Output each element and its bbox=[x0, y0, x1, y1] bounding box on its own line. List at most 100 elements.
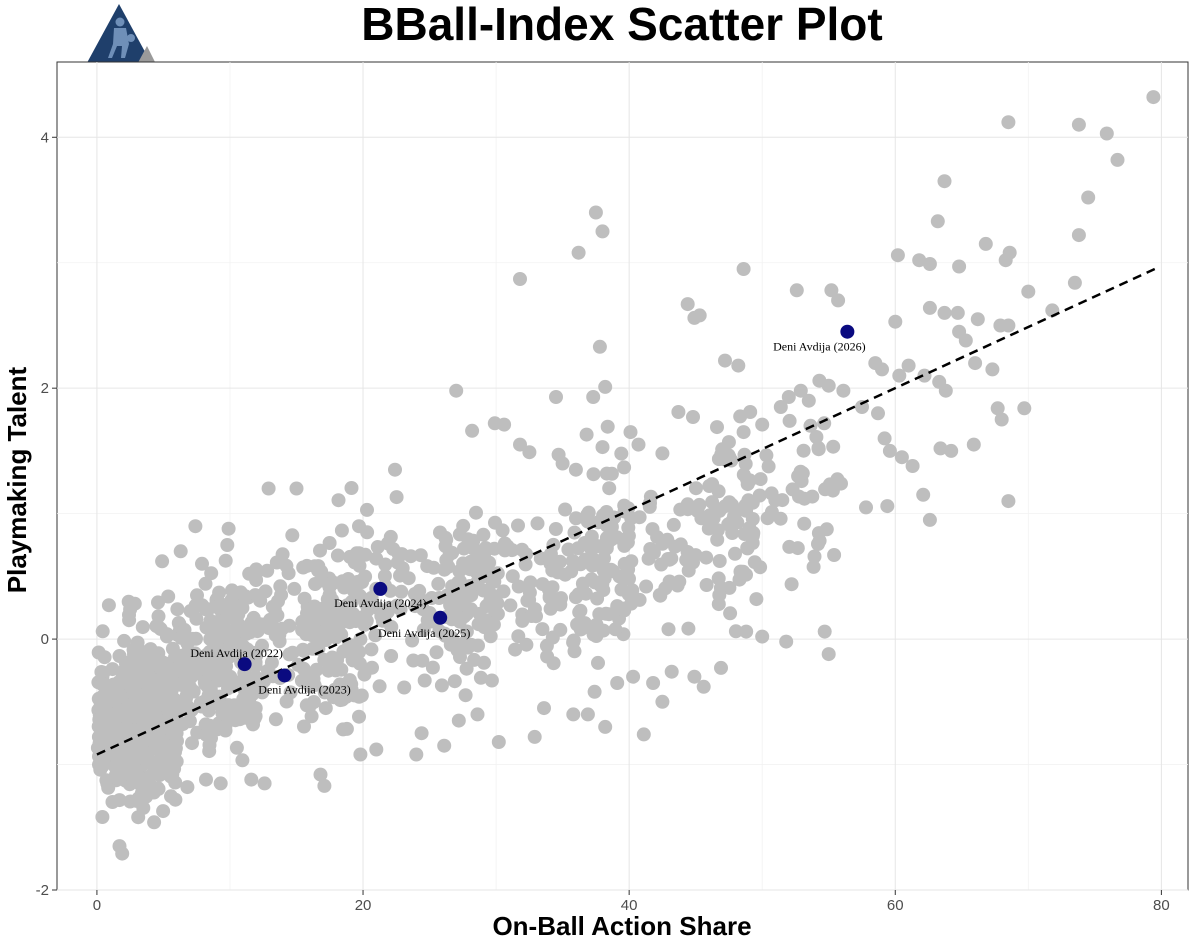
data-point bbox=[195, 556, 209, 571]
data-point bbox=[546, 656, 561, 671]
data-point bbox=[429, 645, 444, 660]
data-point bbox=[654, 557, 669, 572]
data-point bbox=[646, 676, 661, 690]
data-point bbox=[592, 339, 607, 354]
data-point bbox=[220, 538, 235, 552]
data-point bbox=[643, 496, 657, 510]
data-point bbox=[796, 443, 811, 458]
data-point bbox=[377, 569, 392, 583]
data-point bbox=[877, 431, 892, 446]
data-point bbox=[623, 425, 638, 440]
data-point bbox=[511, 518, 525, 533]
data-point bbox=[151, 595, 165, 610]
data-point bbox=[297, 719, 311, 734]
data-point bbox=[139, 686, 154, 701]
data-point bbox=[336, 722, 351, 737]
data-point bbox=[159, 627, 174, 642]
data-point bbox=[614, 582, 629, 597]
data-point bbox=[182, 714, 197, 729]
data-point bbox=[244, 772, 259, 787]
data-point bbox=[425, 660, 440, 675]
data-point bbox=[431, 576, 446, 591]
data-point bbox=[661, 622, 676, 637]
data-point bbox=[736, 262, 751, 276]
chart-title: BBall-Index Scatter Plot bbox=[361, 0, 882, 50]
y-axis-ticks: -2 0 2 4 bbox=[36, 129, 57, 899]
data-point bbox=[171, 650, 186, 665]
data-point bbox=[653, 588, 668, 603]
data-point bbox=[221, 631, 236, 646]
data-point bbox=[968, 356, 983, 371]
data-point bbox=[213, 776, 228, 791]
data-point bbox=[170, 602, 185, 617]
data-point bbox=[469, 505, 483, 520]
data-point bbox=[250, 624, 265, 639]
data-point bbox=[728, 546, 742, 561]
data-point bbox=[491, 735, 506, 749]
data-point bbox=[1001, 115, 1016, 130]
data-point bbox=[917, 368, 932, 383]
data-point bbox=[938, 383, 953, 398]
data-point bbox=[558, 567, 573, 582]
data-point bbox=[469, 557, 483, 572]
x-tick-label: 20 bbox=[355, 897, 372, 914]
data-point bbox=[809, 430, 824, 444]
data-point bbox=[666, 517, 681, 532]
data-point bbox=[807, 549, 822, 564]
data-point bbox=[1110, 152, 1125, 167]
data-point bbox=[617, 538, 632, 553]
data-point bbox=[440, 589, 455, 604]
data-point bbox=[311, 559, 326, 574]
data-point bbox=[749, 592, 764, 607]
data-point bbox=[378, 557, 393, 572]
data-point bbox=[384, 649, 399, 663]
data-point bbox=[518, 557, 533, 572]
data-point bbox=[998, 253, 1013, 268]
data-point bbox=[522, 445, 537, 460]
data-point bbox=[114, 743, 129, 758]
data-points bbox=[90, 90, 1161, 861]
data-point bbox=[372, 679, 387, 694]
data-point bbox=[985, 362, 1000, 377]
data-point bbox=[797, 516, 812, 531]
data-point bbox=[304, 709, 319, 724]
data-point bbox=[773, 400, 788, 414]
data-point bbox=[801, 393, 816, 408]
data-point bbox=[461, 532, 476, 547]
data-point bbox=[417, 673, 432, 688]
data-point bbox=[147, 650, 162, 665]
data-point bbox=[333, 616, 348, 631]
highlighted-points: Deni Avdija (2022) Deni Avdija (2023) Deni… bbox=[190, 324, 866, 696]
data-point bbox=[218, 723, 233, 738]
data-point bbox=[916, 487, 931, 502]
data-point bbox=[782, 413, 797, 428]
data-point bbox=[779, 634, 794, 649]
data-point bbox=[302, 698, 317, 713]
data-point bbox=[131, 810, 146, 825]
data-point bbox=[782, 539, 797, 554]
data-point bbox=[358, 569, 373, 584]
data-point bbox=[273, 579, 288, 594]
data-point bbox=[146, 766, 161, 781]
data-point bbox=[571, 245, 586, 260]
data-point bbox=[739, 624, 754, 639]
data-point bbox=[740, 472, 754, 487]
data-point bbox=[723, 606, 738, 621]
data-point bbox=[94, 665, 109, 679]
highlight-label: Deni Avdija (2024) bbox=[334, 596, 426, 610]
data-point bbox=[306, 613, 321, 628]
highlighted-point bbox=[237, 657, 252, 672]
data-point bbox=[595, 224, 610, 239]
data-point bbox=[198, 576, 213, 591]
data-point bbox=[568, 462, 583, 477]
data-point bbox=[147, 815, 162, 830]
data-point bbox=[161, 589, 176, 604]
data-point bbox=[597, 538, 611, 553]
data-point bbox=[235, 753, 250, 768]
data-point bbox=[325, 650, 340, 665]
data-point bbox=[221, 521, 236, 536]
data-point bbox=[587, 684, 602, 699]
data-point bbox=[680, 297, 695, 312]
data-point bbox=[476, 527, 491, 542]
data-point bbox=[566, 707, 581, 722]
